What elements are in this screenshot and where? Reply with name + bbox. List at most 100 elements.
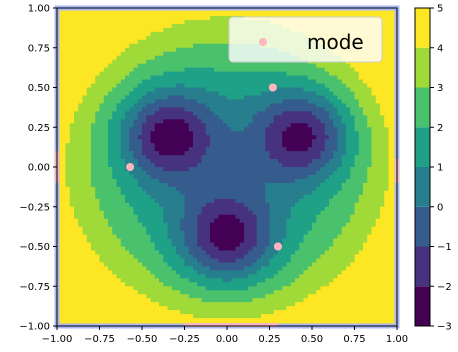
contour-cell (82, 302, 88, 307)
contour-cell (116, 274, 122, 279)
contour-cell (273, 151, 279, 156)
contour-cell (261, 143, 266, 148)
contour-cell (146, 242, 152, 248)
contour-cell (150, 79, 156, 85)
contour-cell (167, 282, 173, 287)
contour-cell (154, 147, 160, 152)
contour-cell (290, 83, 296, 89)
contour-cell (188, 115, 194, 120)
contour-cell (307, 250, 313, 256)
contour-cell (193, 186, 198, 192)
contour-cell (222, 230, 228, 236)
contour-cell (137, 123, 143, 128)
contour-cell (95, 178, 101, 184)
contour-cell (222, 123, 228, 128)
contour-cell (103, 218, 109, 224)
contour-cell (69, 294, 75, 299)
contour-cell (99, 182, 105, 188)
contour-cell (307, 174, 313, 180)
contour-cell (91, 258, 96, 264)
contour-cell (108, 39, 113, 45)
contour-cell (171, 302, 177, 307)
contour-cell (256, 190, 262, 196)
contour-cell (65, 167, 71, 172)
contour-cell (142, 75, 147, 81)
contour-cell (171, 31, 177, 37)
contour-cell (180, 99, 186, 104)
contour-cell (278, 135, 283, 140)
contour-cell (295, 202, 300, 208)
contour-cell (133, 294, 139, 299)
contour-cell (248, 147, 254, 152)
contour-cell (214, 151, 220, 156)
contour-cell (91, 306, 96, 311)
contour-cell (205, 103, 211, 108)
contour-cell (269, 258, 275, 264)
contour-cell (112, 254, 118, 260)
contour-cell (82, 218, 88, 224)
contour-cell (129, 11, 135, 17)
contour-cell (74, 206, 79, 212)
contour-cell (295, 71, 300, 77)
contour-cell (184, 123, 190, 128)
contour-cell (201, 135, 207, 140)
contour-cell (120, 71, 126, 77)
contour-cell (201, 63, 207, 69)
contour-cell (256, 198, 262, 204)
contour-cell (256, 67, 262, 73)
contour-cell (86, 234, 92, 240)
contour-cell (103, 27, 109, 33)
contour-cell (91, 194, 96, 200)
contour-cell (146, 135, 152, 140)
contour-cell (269, 178, 275, 184)
contour-cell (86, 79, 92, 85)
contour-cell (295, 246, 300, 252)
contour-cell (69, 95, 75, 101)
contour-cell (188, 294, 194, 299)
contour-cell (261, 174, 266, 180)
contour-cell (252, 278, 258, 283)
contour-cell (180, 11, 186, 17)
contour-cell (227, 258, 232, 264)
contour-cell (116, 222, 122, 228)
contour-cell (180, 286, 186, 291)
contour-cell (116, 290, 122, 295)
contour-cell (180, 87, 186, 93)
contour-cell (214, 131, 220, 136)
contour-cell (108, 103, 113, 108)
contour-cell (290, 298, 296, 303)
contour-cell (171, 218, 177, 224)
contour-cell (252, 115, 258, 120)
contour-cell (227, 119, 232, 124)
contour-cell (295, 274, 300, 279)
contour-cell (142, 254, 147, 260)
contour-cell (142, 170, 147, 176)
contour-cell (82, 51, 88, 57)
contour-cell (227, 210, 232, 216)
contour-cell (193, 15, 198, 21)
contour-cell (256, 111, 262, 116)
contour-cell (244, 286, 249, 291)
contour-cell (133, 23, 139, 29)
contour-cell (65, 282, 71, 287)
contour-cell (69, 190, 75, 196)
contour-cell (303, 167, 309, 172)
contour-cell (116, 206, 122, 212)
contour-cell (154, 242, 160, 248)
contour-cell (188, 79, 194, 85)
contour-cell (86, 31, 92, 37)
contour-cell (312, 167, 317, 172)
contour-cell (282, 318, 288, 323)
contour-cell (86, 11, 92, 17)
contour-cell (74, 39, 79, 45)
contour-cell (261, 206, 266, 212)
contour-cell (78, 298, 84, 303)
contour-cell (116, 182, 122, 188)
contour-cell (125, 155, 130, 160)
contour-cell (82, 95, 88, 101)
contour-cell (61, 202, 67, 208)
contour-cell (303, 298, 309, 303)
contour-cell (116, 194, 122, 200)
contour-cell (261, 151, 266, 156)
contour-cell (82, 306, 88, 311)
